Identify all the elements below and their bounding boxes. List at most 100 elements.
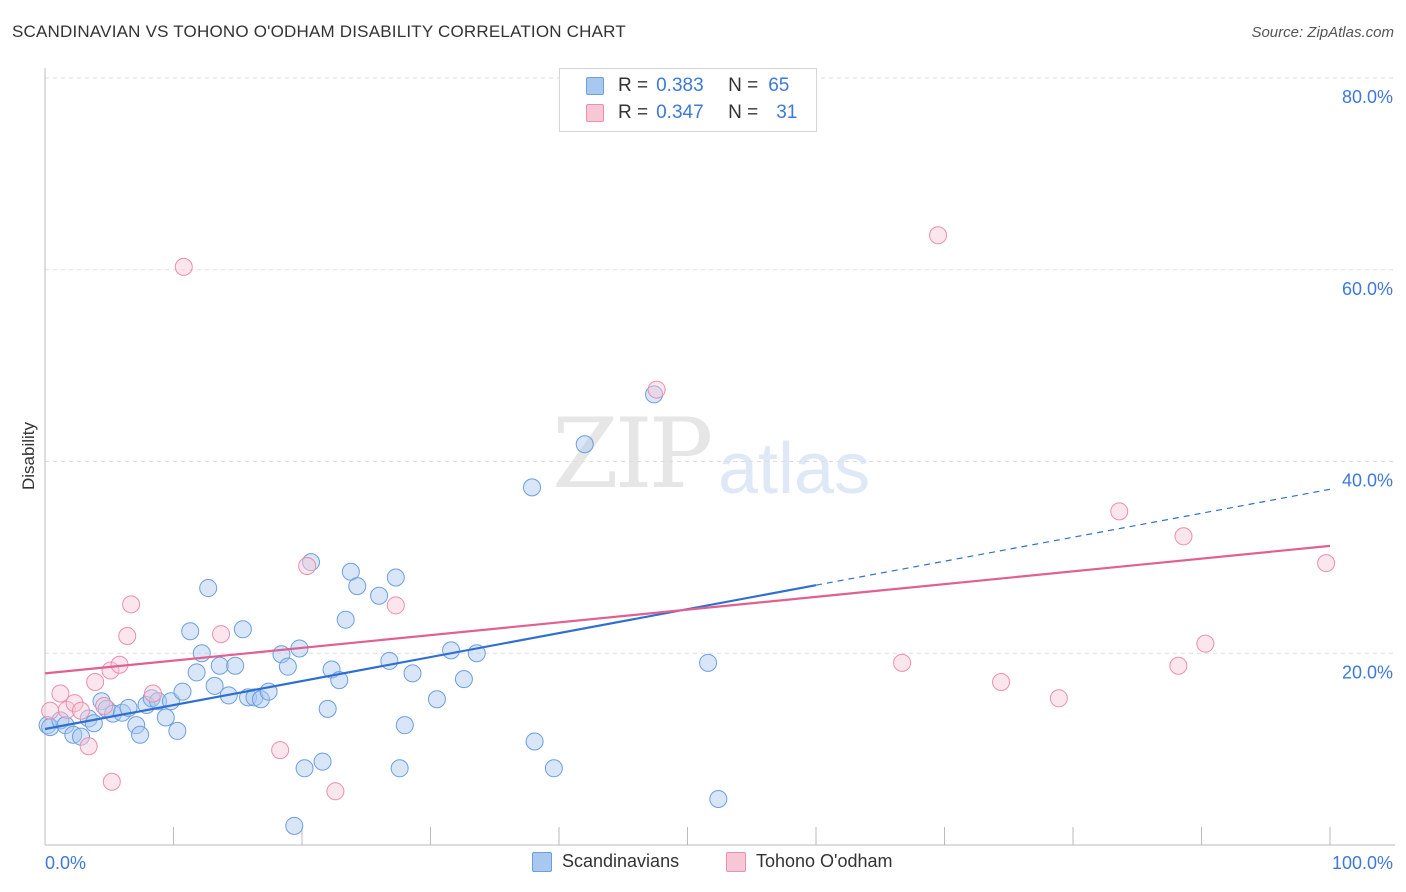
- tohono-point: [118, 626, 137, 645]
- legend-swatch-blue: [586, 77, 604, 95]
- tohono-point: [271, 741, 290, 760]
- scandinavian-point: [226, 656, 245, 675]
- tohono-point: [893, 653, 912, 672]
- scandinavian-point: [348, 577, 367, 596]
- y-axis-label: Disability: [19, 421, 38, 490]
- tohono-point: [298, 557, 317, 576]
- scandinavian-point: [199, 579, 218, 598]
- tohono-point: [647, 380, 666, 399]
- tohono-point: [143, 684, 162, 703]
- legend-n-label: N =: [728, 102, 759, 123]
- scandinavian-point: [71, 727, 90, 746]
- scandinavian-point: [64, 725, 83, 744]
- scandinavian-point: [168, 721, 187, 740]
- scandinavian-point: [336, 610, 355, 629]
- axis-layer: [44, 68, 1395, 846]
- scandinavian-point: [131, 725, 150, 744]
- label-layer: 20.0% 40.0% 60.0% 80.0% 0.0% 100.0% Disability: [19, 87, 1393, 873]
- bottom-legend-label: Tohono O'odham: [756, 851, 893, 871]
- tohono-point: [41, 701, 60, 720]
- scandinavian-point: [544, 759, 563, 778]
- scandinavian-point: [187, 663, 206, 682]
- bottom-legend-label: Scandinavians: [562, 851, 680, 871]
- tohono-point: [79, 737, 98, 756]
- scandinavian-point: [575, 435, 594, 454]
- tohono-point: [326, 782, 345, 801]
- scandinavian-point: [442, 641, 461, 660]
- tohono-point: [122, 595, 141, 614]
- scandinavian-point: [370, 586, 389, 605]
- legend-row-scandinavians: R = 0.383 N = 65: [586, 73, 789, 99]
- legend-r-label: R =: [618, 102, 649, 123]
- tohono-point: [992, 673, 1011, 692]
- chart-title: SCANDINAVIAN VS TOHONO O'ODHAM DISABILIT…: [12, 22, 626, 41]
- y-tick-label: 40.0%: [1342, 471, 1393, 491]
- tohono-point: [71, 701, 90, 720]
- tohono-point: [1317, 554, 1336, 573]
- chart-source: Source: ZipAtlas.com: [1251, 24, 1394, 41]
- tohono-point: [1110, 502, 1129, 521]
- x-tick-label: 100.0%: [1332, 853, 1393, 873]
- watermark-zip: ZIP: [552, 398, 713, 510]
- scandinavian-point: [127, 716, 146, 735]
- bottom-legend-tohono: Tohono O'odham: [726, 851, 893, 872]
- tohono-point: [929, 226, 948, 245]
- tohono-point: [386, 596, 405, 615]
- scandinavian-point: [278, 657, 297, 676]
- scandinavian-point: [403, 664, 422, 683]
- legend-n-label: N =: [728, 75, 759, 96]
- scandinavian-trend-line: [44, 584, 817, 731]
- watermark-atlas: atlas: [718, 429, 871, 509]
- scandinavian-point: [525, 732, 544, 751]
- x-tick-label: 0.0%: [45, 853, 86, 873]
- legend-r-value: 0.383: [656, 75, 704, 96]
- scandinavian-point: [427, 690, 446, 709]
- scandinavian-point: [390, 759, 409, 778]
- point-layer: [38, 226, 1336, 835]
- scandinavian-point: [454, 670, 473, 689]
- scandinavian-point: [285, 816, 304, 835]
- trend-layer: [44, 488, 1331, 731]
- legend-r-label: R =: [618, 75, 649, 96]
- tohono-point: [1049, 689, 1068, 708]
- scandinavian-point: [173, 682, 192, 701]
- tohono-trend-line: [44, 544, 1331, 675]
- legend-row-tohono: R = 0.347 N = 31: [586, 100, 797, 126]
- grid-layer: [45, 77, 1395, 654]
- scandinavian-point: [645, 385, 664, 404]
- tohono-point: [1196, 634, 1215, 653]
- scandinavian-point: [709, 789, 728, 808]
- scandinavian-point: [181, 622, 200, 641]
- bottom-legend-scandinavians: Scandinavians: [532, 851, 679, 872]
- tohono-point: [86, 673, 105, 692]
- scandinavian-point: [156, 708, 175, 727]
- legend-r-value: 0.347: [656, 102, 704, 123]
- scandinavian-point: [251, 690, 270, 709]
- y-tick-label: 20.0%: [1342, 662, 1393, 682]
- tohono-point: [212, 625, 231, 644]
- tohono-point: [65, 694, 84, 713]
- scandinavian-point: [84, 714, 103, 733]
- y-tick-label: 80.0%: [1342, 87, 1393, 107]
- tohono-point: [1169, 656, 1188, 675]
- scandinavian-point: [205, 676, 224, 695]
- scandinavian-point: [313, 752, 332, 771]
- correlation-legend: R = 0.383 N = 65 R = 0.347 N = 31: [559, 68, 817, 132]
- tohono-point: [1174, 527, 1193, 546]
- y-tick-label: 60.0%: [1342, 279, 1393, 299]
- scandinavian-point: [318, 699, 337, 718]
- scandinavian-point: [523, 478, 542, 497]
- scandinavian-point: [386, 568, 405, 587]
- tohono-point: [95, 696, 114, 715]
- tohono-point: [102, 772, 121, 791]
- scandinavian-point: [699, 653, 718, 672]
- legend-n-value: 65: [768, 75, 790, 96]
- scandinavian-point: [210, 656, 229, 675]
- tohono-point: [51, 684, 70, 703]
- bottom-legend-swatch-pink: [726, 851, 746, 872]
- legend-n-value: 31: [776, 102, 798, 123]
- scandinavian-point: [233, 620, 252, 639]
- scandinavian-point: [395, 716, 414, 735]
- tohono-point: [174, 257, 193, 276]
